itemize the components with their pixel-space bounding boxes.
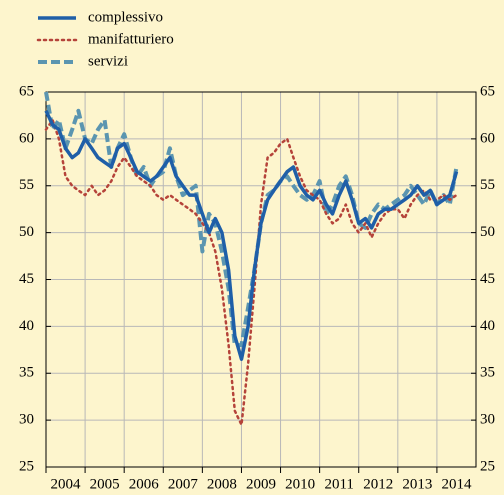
x-tick-label: 2008 xyxy=(207,476,237,492)
y-tick-label: 65 xyxy=(19,83,34,99)
y-tick-label: 30 xyxy=(19,412,34,428)
x-tick-label: 2010 xyxy=(285,476,315,492)
legend-label: servizi xyxy=(88,53,128,69)
x-tick-label: 2014 xyxy=(441,476,472,492)
y2-tick-label: 50 xyxy=(480,224,495,240)
legend-label: complessivo xyxy=(88,9,163,25)
plot-border xyxy=(45,91,477,468)
series-line xyxy=(44,118,458,427)
y2-tick-label: 25 xyxy=(480,458,495,474)
y-tick-label: 40 xyxy=(19,318,34,334)
series-line xyxy=(44,110,459,361)
y-tick-label: 50 xyxy=(19,224,34,240)
y2-tick-label: 60 xyxy=(480,130,495,146)
x-tick-label: 2013 xyxy=(402,476,432,492)
y-tick-label: 55 xyxy=(19,177,34,193)
x-tick-label: 2004 xyxy=(51,476,82,492)
y2-tick-label: 45 xyxy=(480,271,495,287)
y-tick-label: 35 xyxy=(19,365,34,381)
legend-label: manifatturiero xyxy=(88,31,174,47)
x-tick-label: 2007 xyxy=(168,476,199,492)
x-tick-label: 2005 xyxy=(90,476,120,492)
y2-tick-label: 55 xyxy=(480,177,495,193)
x-tick-label: 2009 xyxy=(246,476,276,492)
x-tick-label: 2012 xyxy=(363,476,393,492)
y2-tick-label: 40 xyxy=(480,318,495,334)
y-tick-label: 25 xyxy=(19,458,34,474)
y-tick-label: 60 xyxy=(19,130,34,146)
y2-tick-label: 35 xyxy=(480,365,495,381)
y2-tick-label: 30 xyxy=(480,412,495,428)
x-tick-label: 2011 xyxy=(324,476,353,492)
y2-tick-label: 65 xyxy=(480,83,495,99)
y-tick-label: 45 xyxy=(19,271,34,287)
x-tick-label: 2006 xyxy=(129,476,160,492)
